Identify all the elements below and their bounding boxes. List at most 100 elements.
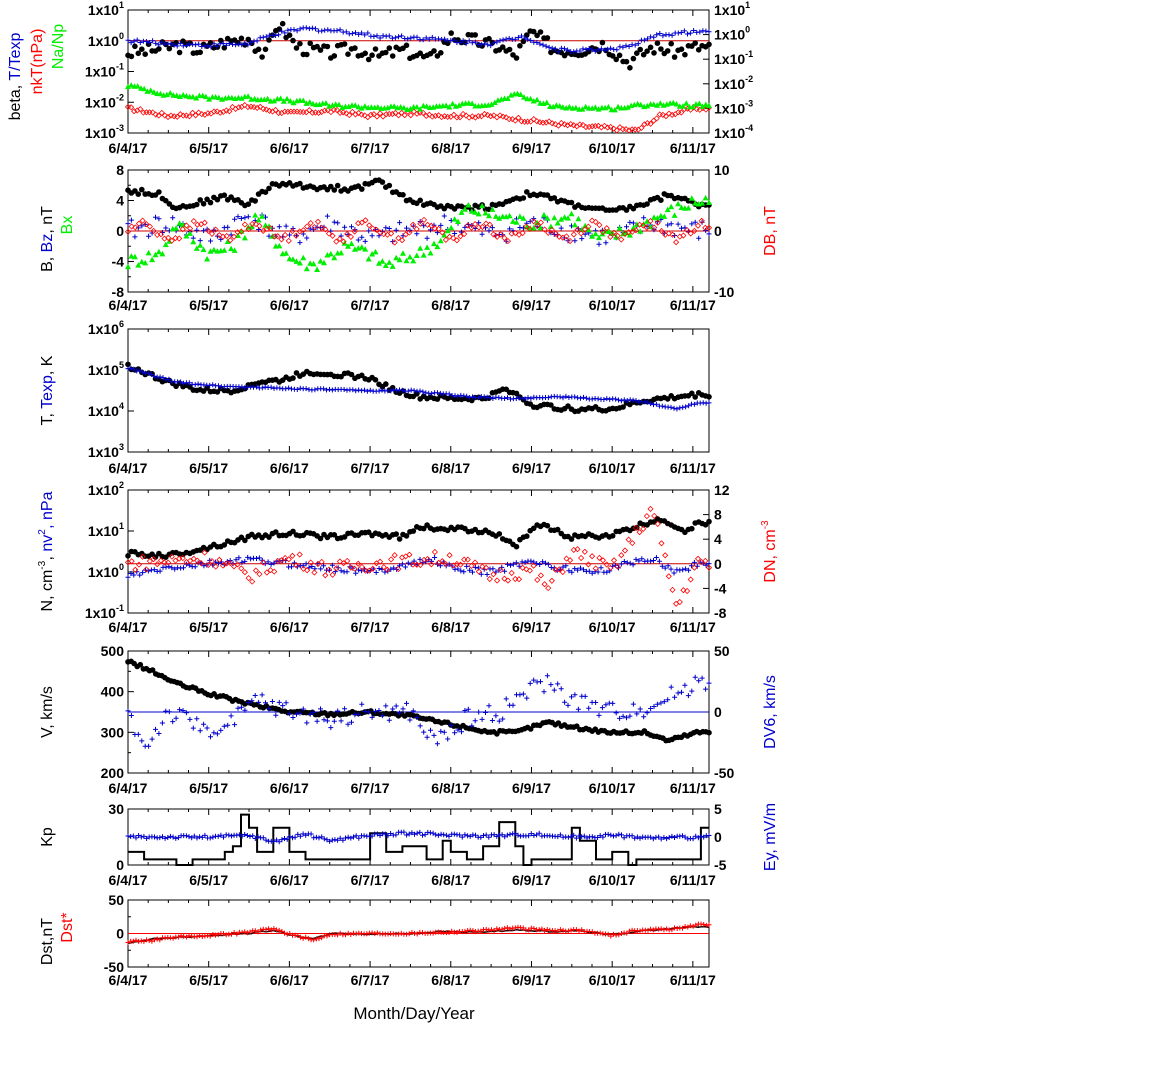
data-point (335, 708, 341, 714)
data-point (353, 388, 359, 394)
data-point (537, 562, 543, 567)
data-point (192, 382, 198, 388)
data-point (427, 250, 434, 256)
x-tick-label: 6/4/17 (109, 780, 148, 796)
data-point (689, 390, 695, 397)
data-point (413, 104, 420, 110)
data-point (405, 36, 411, 42)
data-point (528, 558, 534, 564)
data-point (446, 833, 452, 839)
data-point (260, 559, 267, 566)
data-point (208, 230, 216, 237)
data-point (574, 226, 581, 233)
data-point (187, 557, 194, 564)
data-point (157, 90, 164, 97)
data-point (341, 41, 348, 47)
series-bx (125, 194, 712, 272)
y-tick-label: 5 (714, 801, 722, 817)
y-tick-label: 1x100 (88, 562, 124, 580)
data-point (576, 833, 582, 839)
data-point (389, 35, 395, 41)
y-axis-title-right: Ey, mV/m (762, 803, 779, 871)
data-point (192, 112, 199, 119)
panel-temperature: 6/4/17 6/5/17 6/6/17 6/7/17 6/8/17 6/9/17 6/10… (39, 319, 716, 476)
data-point (176, 93, 183, 99)
data-point (680, 232, 687, 239)
data-point (417, 106, 424, 112)
data-point (686, 403, 692, 409)
data-point (503, 114, 510, 121)
data-point (313, 26, 318, 32)
data-point (510, 561, 516, 567)
data-point (202, 832, 208, 838)
data-point (183, 934, 189, 940)
data-point (242, 537, 248, 544)
data-point (162, 835, 168, 841)
data-point (409, 830, 415, 836)
data-point (692, 674, 698, 680)
data-point (647, 217, 654, 225)
data-point (271, 97, 278, 104)
data-point (520, 925, 526, 931)
data-point (496, 112, 504, 119)
data-point (483, 220, 490, 227)
data-point (501, 575, 508, 582)
data-point (689, 688, 695, 694)
y-tick-label: 0 (116, 926, 124, 942)
data-point (358, 244, 365, 250)
data-point (214, 196, 221, 203)
data-point (548, 402, 554, 408)
data-point (699, 675, 705, 681)
x-tick-label: 6/10/17 (589, 780, 636, 796)
data-point (356, 567, 362, 573)
data-point (592, 123, 599, 130)
data-point (279, 28, 285, 34)
data-point (321, 836, 327, 842)
data-point (304, 51, 310, 58)
data-point (147, 87, 154, 93)
data-point (616, 52, 623, 59)
data-point (627, 713, 633, 719)
data-point (231, 930, 237, 935)
data-point (132, 43, 138, 50)
data-point (352, 102, 359, 108)
y-axis-title-right: DV6, km/s (762, 675, 779, 749)
data-point (424, 244, 431, 250)
data-point (568, 536, 575, 542)
data-point (673, 101, 680, 107)
data-point (637, 706, 643, 712)
data-point (156, 216, 162, 222)
data-point (621, 547, 629, 554)
data-point (343, 110, 350, 117)
data-point (556, 103, 563, 109)
step-line (128, 813, 709, 866)
data-point (254, 38, 260, 44)
data-point (449, 100, 456, 107)
data-point (349, 719, 354, 725)
data-point (504, 832, 510, 838)
panel-kp: 6/4/17 6/5/17 6/6/17 6/7/17 6/8/17 6/9/17 6/10… (39, 801, 779, 888)
data-point (296, 551, 303, 558)
data-point (442, 561, 449, 568)
data-point (373, 708, 378, 714)
data-point (287, 711, 293, 717)
data-point (592, 218, 599, 225)
data-point (618, 552, 625, 559)
data-point (132, 234, 138, 240)
data-point (348, 371, 355, 378)
data-point (651, 704, 657, 709)
data-point (568, 834, 574, 840)
x-tick-label: 6/4/17 (109, 297, 148, 313)
data-point (135, 50, 142, 57)
data-point (186, 562, 192, 568)
data-point (159, 720, 165, 726)
data-point (504, 577, 512, 584)
data-point (300, 936, 306, 941)
data-point (623, 58, 630, 65)
data-point (362, 50, 369, 57)
data-point (327, 838, 333, 844)
data-point (359, 701, 365, 707)
data-point (263, 106, 270, 113)
data-point (417, 220, 424, 227)
data-point (362, 217, 369, 224)
